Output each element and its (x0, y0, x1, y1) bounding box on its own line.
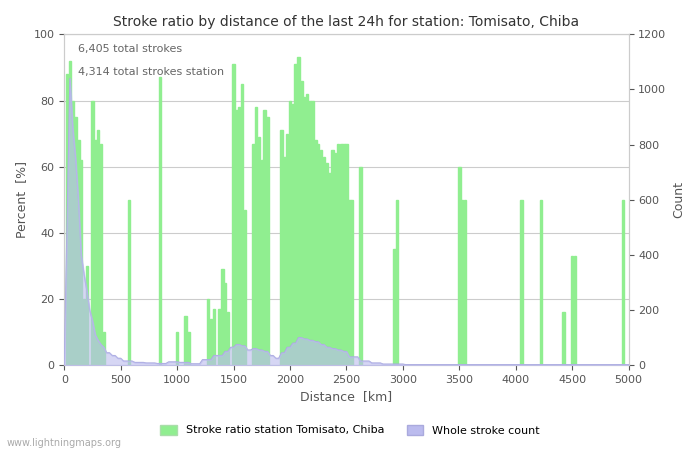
Bar (574, 256, 576, 365)
Bar (320, 150, 322, 365)
Text: 4,314 total strokes station: 4,314 total strokes station (78, 68, 225, 77)
Bar (286, 134, 288, 365)
Bar (255, 107, 258, 365)
Bar (317, 144, 319, 365)
Bar (334, 153, 337, 365)
Bar (461, 200, 463, 365)
Bar (258, 137, 260, 365)
Bar (342, 144, 345, 365)
Bar (94, 140, 97, 365)
Bar (359, 166, 362, 365)
Bar (213, 309, 215, 365)
Bar (77, 140, 80, 365)
Bar (283, 157, 286, 365)
Bar (309, 100, 311, 365)
Bar (210, 319, 212, 365)
Bar (351, 200, 354, 365)
Bar (266, 117, 269, 365)
Bar (238, 107, 241, 365)
Bar (232, 64, 234, 365)
Y-axis label: Count: Count (672, 181, 685, 218)
Bar (303, 97, 305, 365)
Bar (348, 200, 351, 365)
Bar (224, 283, 226, 365)
Bar (298, 58, 300, 365)
Bar (323, 157, 325, 365)
Bar (280, 130, 283, 365)
Title: Stroke ratio by distance of the last 24h for station: Tomisato, Chiba: Stroke ratio by distance of the last 24h… (113, 15, 580, 29)
Bar (292, 104, 294, 365)
Bar (128, 200, 130, 365)
Bar (99, 144, 102, 365)
Bar (97, 130, 99, 365)
Bar (328, 173, 330, 365)
Bar (540, 200, 542, 365)
Bar (241, 84, 244, 365)
Bar (393, 249, 395, 365)
Bar (300, 81, 302, 365)
Legend: Stroke ratio station Tomisato, Chiba, Whole stroke count: Stroke ratio station Tomisato, Chiba, Wh… (156, 420, 544, 440)
Bar (340, 144, 342, 365)
Bar (74, 117, 77, 365)
Bar (159, 77, 162, 365)
Bar (235, 110, 237, 365)
Bar (184, 315, 187, 365)
Bar (458, 166, 461, 365)
Bar (312, 100, 314, 365)
Bar (463, 200, 466, 365)
X-axis label: Distance  [km]: Distance [km] (300, 391, 393, 404)
Bar (622, 200, 624, 365)
Bar (260, 160, 263, 365)
Bar (85, 266, 88, 365)
Bar (176, 332, 178, 365)
Bar (263, 110, 266, 365)
Bar (314, 140, 316, 365)
Bar (207, 299, 209, 365)
Bar (227, 312, 229, 365)
Bar (218, 309, 220, 365)
Bar (331, 150, 334, 365)
Bar (337, 144, 340, 365)
Bar (83, 299, 85, 365)
Bar (91, 100, 94, 365)
Bar (289, 100, 291, 365)
Bar (306, 94, 308, 365)
Bar (71, 100, 74, 365)
Bar (66, 74, 69, 365)
Bar (345, 144, 348, 365)
Bar (187, 332, 190, 365)
Text: www.lightningmaps.org: www.lightningmaps.org (7, 438, 122, 448)
Bar (326, 163, 328, 365)
Bar (102, 332, 105, 365)
Bar (69, 61, 71, 365)
Bar (295, 64, 297, 365)
Text: 6,405 total strokes: 6,405 total strokes (78, 44, 183, 54)
Bar (571, 256, 573, 365)
Bar (563, 312, 565, 365)
Bar (221, 269, 223, 365)
Y-axis label: Percent  [%]: Percent [%] (15, 161, 28, 238)
Bar (80, 160, 83, 365)
Bar (244, 210, 246, 365)
Bar (396, 200, 398, 365)
Bar (252, 144, 255, 365)
Bar (520, 200, 523, 365)
